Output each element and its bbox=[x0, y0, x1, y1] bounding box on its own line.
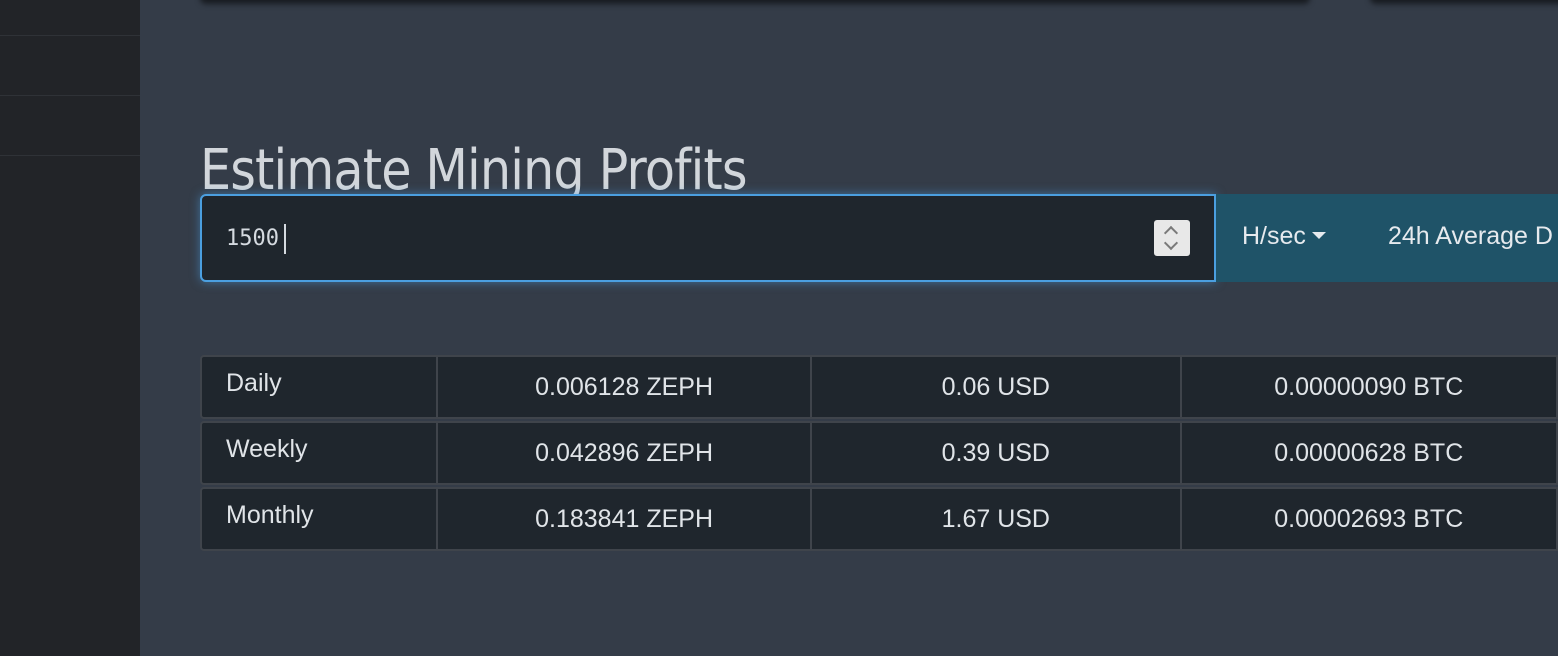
hashrate-input-group: 1500 H/sec 24h Average D bbox=[200, 194, 1558, 282]
sidebar-divider bbox=[0, 95, 140, 96]
caret-down-icon bbox=[1311, 232, 1326, 240]
usd-value: 1.67 USD bbox=[812, 487, 1182, 551]
usd-value: 0.06 USD bbox=[812, 355, 1182, 419]
zeph-value: 0.006128 ZEPH bbox=[438, 355, 813, 419]
sidebar bbox=[0, 0, 140, 656]
table-row: Daily 0.006128 ZEPH 0.06 USD 0.00000090 … bbox=[200, 355, 1558, 419]
main-content: Estimate Mining Profits 1500 H/sec 24h A… bbox=[140, 0, 1558, 656]
hashrate-addon: H/sec 24h Average D bbox=[1216, 194, 1558, 282]
usd-value: 0.39 USD bbox=[812, 421, 1182, 485]
profit-table: Daily 0.006128 ZEPH 0.06 USD 0.00000090 … bbox=[200, 353, 1558, 553]
spinner-down-icon[interactable] bbox=[1163, 235, 1179, 251]
period-label: Weekly bbox=[200, 421, 439, 485]
btc-value: 0.00000628 BTC bbox=[1181, 421, 1558, 485]
unit-label: H/sec bbox=[1242, 222, 1306, 250]
sidebar-divider bbox=[0, 35, 140, 36]
sidebar-divider bbox=[0, 155, 140, 156]
table-row: Weekly 0.042896 ZEPH 0.39 USD 0.00000628… bbox=[200, 421, 1558, 485]
text-cursor bbox=[284, 224, 286, 254]
number-spinner-icon[interactable] bbox=[1154, 220, 1190, 256]
btc-value: 0.00000090 BTC bbox=[1181, 355, 1558, 419]
unit-dropdown[interactable]: H/sec bbox=[1242, 222, 1326, 251]
hashrate-input[interactable]: 1500 bbox=[200, 194, 1216, 282]
zeph-value: 0.183841 ZEPH bbox=[438, 487, 813, 551]
period-label: Daily bbox=[200, 355, 439, 419]
period-label: Monthly bbox=[200, 487, 439, 551]
zeph-value: 0.042896 ZEPH bbox=[438, 421, 813, 485]
page-title: Estimate Mining Profits bbox=[200, 137, 748, 203]
table-row: Monthly 0.183841 ZEPH 1.67 USD 0.0000269… bbox=[200, 487, 1558, 551]
btc-value: 0.00002693 BTC bbox=[1181, 487, 1558, 551]
hashrate-value[interactable]: 1500 bbox=[226, 226, 279, 251]
average-difficulty-button[interactable]: 24h Average D bbox=[1388, 222, 1553, 250]
